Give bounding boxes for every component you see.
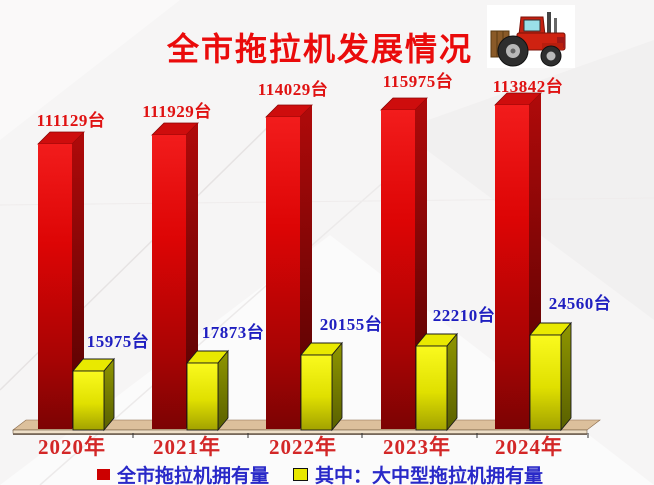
bg-shape (0, 0, 180, 140)
tractor-window (523, 19, 541, 32)
bar-value-label-total-2024年: 113842台 (493, 76, 564, 96)
red-bar-side-2020年 (72, 132, 84, 429)
tractor-icon (487, 5, 575, 68)
yellow-bar-side-2023年 (446, 332, 458, 432)
bar-value-label-large-medium-2020年: 15975台 (87, 331, 150, 351)
legend-swatch-total (97, 469, 110, 480)
yellow-bar-2020年 (72, 370, 105, 431)
red-bar-2024年 (495, 105, 529, 429)
x-axis-label-2024年: 2024年 (495, 435, 563, 459)
yellow-bar-side-2024年 (560, 321, 572, 432)
x-axis-label-2022年: 2022年 (269, 435, 337, 459)
tractor-grille (557, 37, 565, 48)
yellow-bar-2023年 (415, 345, 448, 431)
yellow-bar-side-2022年 (331, 341, 343, 432)
tractor-exhaust (547, 12, 551, 34)
x-axis-label-2020年: 2020年 (38, 435, 106, 459)
bg-line (0, 197, 654, 206)
yellow-bar-2021年 (186, 362, 219, 431)
tractor-exhaust (554, 18, 557, 34)
x-axis-label-2021年: 2021年 (153, 435, 221, 459)
bar-value-label-total-2021年: 111929台 (142, 101, 212, 121)
yellow-bar-2022年 (300, 354, 333, 431)
red-bar-2022年 (266, 117, 300, 429)
red-bar-side-2021年 (186, 123, 198, 429)
bar-value-label-total-2022年: 114029台 (258, 79, 329, 99)
bar-value-label-total-2023年: 115975台 (383, 71, 454, 91)
yellow-bar-2024年 (529, 334, 562, 431)
legend-swatch-large-medium (293, 468, 309, 481)
red-bar-2021年 (152, 135, 186, 429)
red-bar-2020年 (38, 144, 72, 429)
yellow-bar-side-2020年 (103, 357, 115, 432)
bar-value-label-total-2020年: 111129台 (37, 110, 106, 130)
chart-floor-front (12, 429, 588, 434)
chart-title: 全市拖拉机发展情况 (166, 31, 473, 67)
red-bar-2023年 (381, 110, 415, 429)
tractor-front-hub (546, 51, 556, 61)
bar-value-label-large-medium-2024年: 24560台 (549, 293, 612, 313)
bar-value-label-large-medium-2022年: 20155台 (320, 314, 383, 334)
legend-label-total: 全市拖拉机拥有量 (117, 466, 270, 485)
bar-value-label-large-medium-2023年: 22210台 (433, 305, 496, 325)
tractor-rear-axle (510, 48, 516, 54)
bar-value-label-large-medium-2021年: 17873台 (202, 322, 265, 342)
x-axis-label-2023年: 2023年 (383, 435, 451, 459)
yellow-bar-side-2021年 (217, 349, 229, 432)
legend-label-large-medium: 其中：大中型拖拉机拥有量 (315, 466, 544, 485)
legend: 全市拖拉机拥有量 其中：大中型拖拉机拥有量 (97, 461, 543, 485)
